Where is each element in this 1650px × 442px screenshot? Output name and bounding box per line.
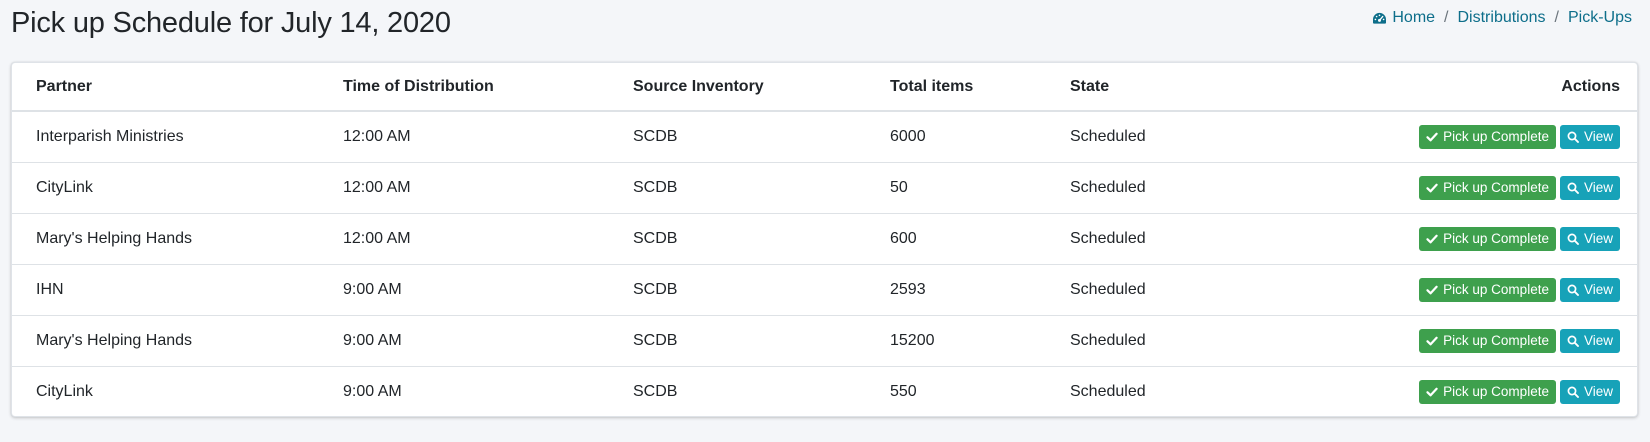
table-row: Mary's Helping Hands 12:00 AM SCDB 600 S…: [12, 212, 1637, 264]
pick-up-complete-label: Pick up Complete: [1443, 231, 1549, 246]
cell-actions: Pick up Complete View: [1246, 212, 1637, 264]
pick-up-complete-label: Pick up Complete: [1443, 129, 1549, 145]
check-icon: [1426, 132, 1438, 142]
table-body: Interparish Ministries 12:00 AM SCDB 600…: [12, 111, 1637, 416]
pick-up-complete-button[interactable]: Pick up Complete: [1419, 328, 1556, 353]
check-icon: [1426, 336, 1438, 345]
cell-total-items: 600: [866, 212, 1046, 264]
breadcrumb-distributions-link[interactable]: Distributions: [1457, 9, 1546, 26]
cell-partner: IHN: [12, 263, 319, 315]
cell-time: 9:00 AM: [319, 314, 609, 366]
cell-total-items: 2593: [866, 263, 1046, 315]
pick-up-complete-label: Pick up Complete: [1443, 282, 1549, 297]
cell-state: Scheduled: [1046, 161, 1246, 213]
breadcrumb-separator: /: [1444, 9, 1449, 26]
check-icon: [1426, 183, 1438, 192]
cell-time: 9:00 AM: [319, 263, 609, 315]
cell-actions: Pick up Complete View: [1246, 365, 1637, 416]
view-button[interactable]: View: [1559, 124, 1620, 149]
breadcrumb: Home / Distributions / Pick-Ups: [1372, 8, 1632, 28]
view-label: View: [1583, 333, 1613, 348]
check-icon: [1426, 387, 1438, 397]
table-row: Mary's Helping Hands 9:00 AM SCDB 15200 …: [12, 314, 1637, 366]
pick-up-complete-button[interactable]: Pick up Complete: [1419, 124, 1556, 149]
cell-total-items: 6000: [890, 127, 926, 145]
header-state: State: [1046, 63, 1246, 112]
check-icon: [1426, 285, 1438, 294]
pick-up-complete-button[interactable]: Pick up Complete: [1419, 175, 1556, 200]
search-icon: [1567, 386, 1579, 398]
header-actions: Actions: [1246, 63, 1637, 112]
cell-actions: Pick up Complete View: [1246, 161, 1637, 213]
cell-partner: CityLink: [12, 365, 319, 416]
cell-state: Scheduled: [1070, 127, 1146, 145]
header-time-of-distribution: Time of Distribution: [319, 63, 609, 112]
cell-partner: Interparish Ministries: [36, 127, 184, 145]
header-source-inventory: Source Inventory: [609, 63, 866, 112]
search-icon: [1567, 335, 1579, 347]
cell-state: Scheduled: [1046, 263, 1246, 315]
pick-up-complete-label: Pick up Complete: [1443, 180, 1549, 195]
breadcrumb-pickups-link[interactable]: Pick-Ups: [1567, 9, 1632, 26]
cell-actions: Pick up Complete View: [1246, 263, 1637, 315]
pickup-schedule-card: Partner Time of Distribution Source Inve…: [11, 62, 1638, 417]
view-button[interactable]: View: [1559, 277, 1620, 302]
cell-source-inventory: SCDB: [609, 365, 866, 416]
cell-source-inventory: SCDB: [609, 212, 866, 264]
pick-up-complete-button[interactable]: Pick up Complete: [1419, 277, 1556, 302]
view-button[interactable]: View: [1559, 175, 1620, 200]
header-total-items: Total items: [866, 63, 1046, 112]
cell-time: 9:00 AM: [319, 365, 609, 416]
table-row: CityLink 12:00 AM SCDB 50 Scheduled Pick…: [12, 161, 1637, 213]
pick-up-complete-label: Pick up Complete: [1443, 384, 1549, 400]
table-row: IHN 9:00 AM SCDB 2593 Scheduled Pick up …: [12, 263, 1637, 315]
search-icon: [1567, 284, 1579, 296]
cell-state: Scheduled: [1046, 365, 1246, 416]
cell-source-inventory: SCDB: [609, 161, 866, 213]
page-title: Pick up Schedule for July 14, 2020: [11, 7, 451, 39]
table-header-row: Partner Time of Distribution Source Inve…: [12, 63, 1637, 112]
cell-source-inventory: SCDB: [609, 314, 866, 366]
table-row: Interparish Ministries 12:00 AM SCDB 600…: [12, 111, 1637, 162]
view-button[interactable]: View: [1559, 328, 1620, 353]
view-label: View: [1583, 231, 1613, 246]
view-button[interactable]: View: [1559, 379, 1620, 404]
cell-time: 12:00 AM: [319, 161, 609, 213]
cell-total-items: 50: [866, 161, 1046, 213]
pick-up-complete-button[interactable]: Pick up Complete: [1419, 379, 1556, 404]
breadcrumb-separator: /: [1554, 9, 1559, 26]
cell-partner: CityLink: [12, 161, 319, 213]
pick-up-complete-label: Pick up Complete: [1443, 333, 1549, 348]
cell-state: Scheduled: [1046, 212, 1246, 264]
view-label: View: [1583, 384, 1613, 400]
check-icon: [1426, 234, 1438, 243]
view-label: View: [1583, 282, 1613, 297]
view-label: View: [1583, 180, 1613, 195]
cell-actions: Pick up Complete View: [1246, 314, 1637, 366]
cell-time: 12:00 AM: [319, 212, 609, 264]
view-button[interactable]: View: [1559, 226, 1620, 251]
breadcrumb-home-label: Home: [1392, 9, 1436, 26]
search-icon: [1567, 233, 1579, 245]
header-partner: Partner: [12, 63, 319, 112]
cell-source-inventory: SCDB: [609, 263, 866, 315]
search-icon: [1567, 131, 1579, 143]
cell-total-items: 15200: [866, 314, 1046, 366]
cell-time: 12:00 AM: [343, 127, 411, 145]
view-label: View: [1583, 129, 1613, 145]
pick-up-complete-button[interactable]: Pick up Complete: [1419, 226, 1556, 251]
cell-partner: Mary's Helping Hands: [12, 314, 319, 366]
pickup-schedule-table: Partner Time of Distribution Source Inve…: [12, 63, 1637, 416]
cell-source-inventory: SCDB: [633, 127, 678, 145]
breadcrumb-home-link[interactable]: Home: [1372, 8, 1435, 28]
dashboard-icon: [1373, 12, 1387, 24]
table-row: CityLink 9:00 AM SCDB 550 Scheduled Pick…: [12, 365, 1637, 416]
cell-state: Scheduled: [1046, 314, 1246, 366]
search-icon: [1567, 182, 1579, 194]
cell-actions: Pick up Complete View: [1246, 111, 1637, 162]
cell-total-items: 550: [866, 365, 1046, 416]
cell-partner: Mary's Helping Hands: [12, 212, 319, 264]
